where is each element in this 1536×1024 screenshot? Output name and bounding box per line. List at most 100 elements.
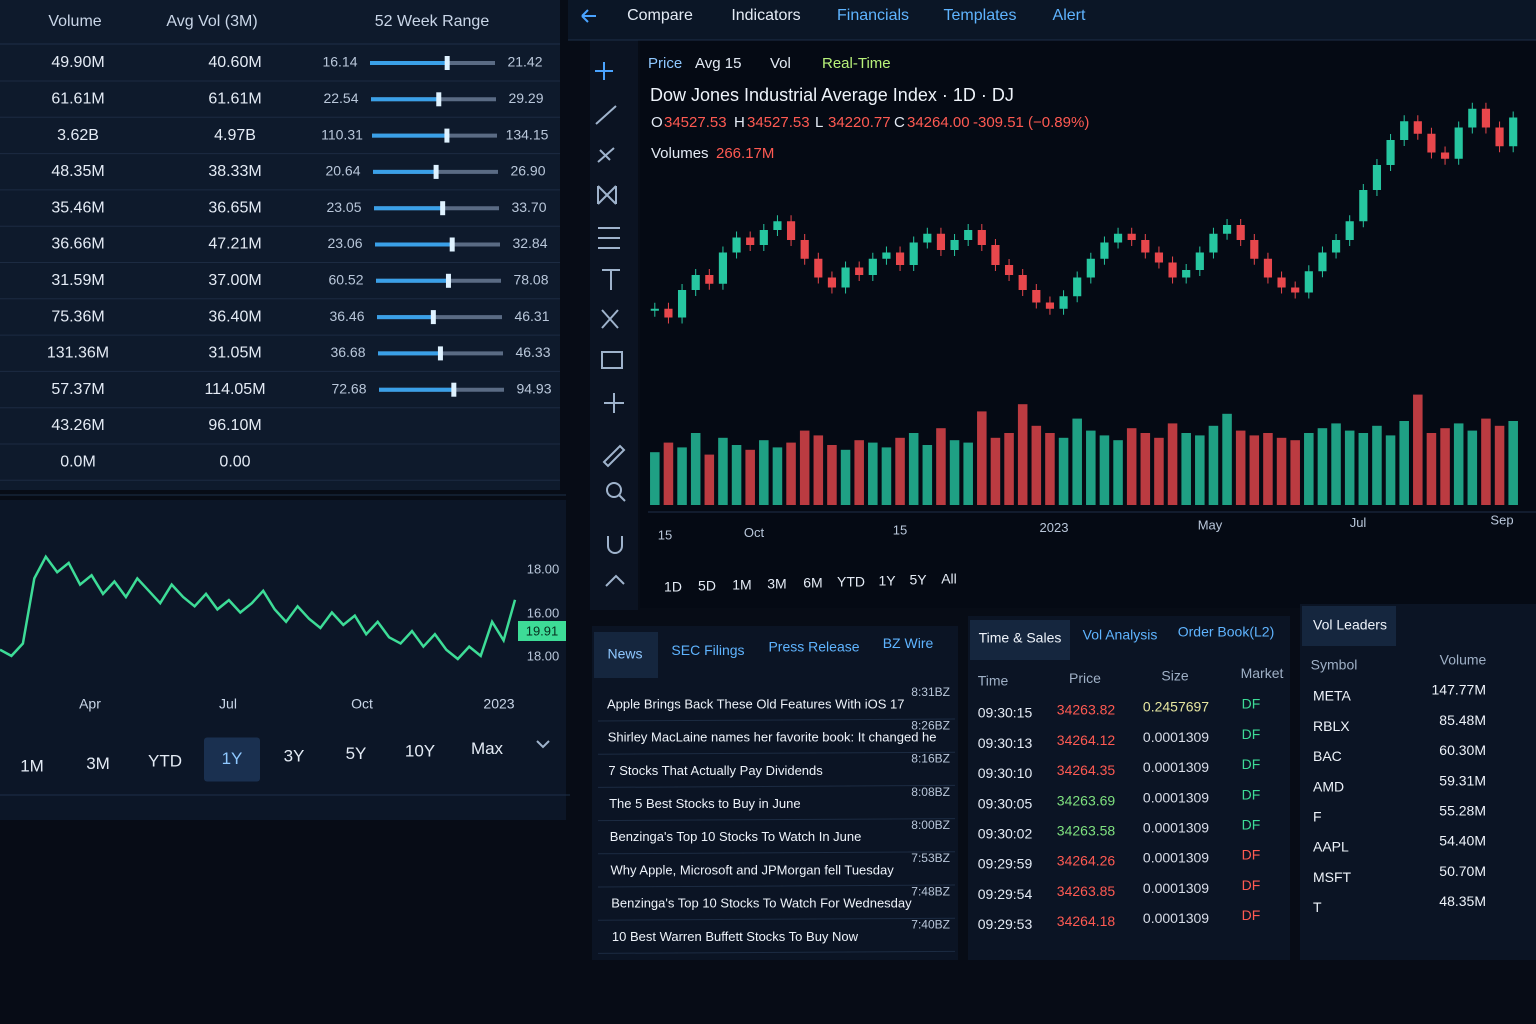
avg-volume-cell: 36.65M	[208, 199, 261, 216]
news-headline[interactable]: The 5 Best Stocks to Buy in June	[609, 796, 801, 811]
volume-bar	[1494, 425, 1505, 505]
news-time: 7:53BZ	[911, 851, 950, 865]
timeframe-button[interactable]: 1D	[664, 579, 682, 595]
range-button[interactable]: 3M	[86, 754, 110, 773]
candle	[1386, 140, 1395, 165]
news-headline[interactable]: Benzinga's Top 10 Stocks To Watch In Jun…	[610, 829, 862, 844]
volume-cell: 57.37M	[51, 381, 104, 398]
range-low: 60.52	[328, 272, 363, 288]
vl-volume: 85.48M	[1439, 712, 1486, 728]
candle	[841, 267, 850, 288]
range-button-active[interactable]	[204, 737, 260, 782]
news-headline[interactable]: 7 Stocks That Actually Pay Dividends	[608, 763, 823, 778]
ts-tab[interactable]: Vol Analysis	[1083, 627, 1158, 643]
vol-leaders-title[interactable]: Vol Leaders	[1313, 617, 1387, 633]
volume-bar	[1167, 423, 1178, 505]
news-tab[interactable]: BZ Wire	[883, 635, 934, 651]
range-dropdown[interactable]	[536, 740, 550, 749]
candle	[1468, 108, 1477, 128]
timeframe-button[interactable]: 6M	[803, 575, 822, 591]
avg-volume-cell: 61.61M	[208, 91, 261, 108]
news-headline[interactable]: Apple Brings Back These Old Features Wit…	[607, 696, 904, 711]
y-tick-label: 18.00	[527, 648, 560, 663]
dividers	[0, 39, 1536, 796]
ts-tab[interactable]: Order Book(L2)	[1178, 624, 1274, 640]
volume-bar	[1263, 433, 1273, 505]
news-headline[interactable]: 10 Best Warren Buffett Stocks To Buy Now	[612, 929, 859, 944]
legend-item: Avg 15	[695, 55, 741, 72]
ts-market: DF	[1242, 756, 1261, 772]
range-button[interactable]: 1Y	[222, 749, 243, 768]
candle	[677, 290, 687, 318]
ts-time: 09:30:13	[978, 735, 1033, 751]
ts-size: 0.0001309	[1143, 820, 1209, 836]
news-tab-active[interactable]	[594, 632, 658, 678]
volume-bar	[1399, 421, 1409, 505]
range-marker	[437, 346, 443, 361]
range-button[interactable]: 5Y	[346, 744, 367, 763]
candle	[1209, 233, 1218, 253]
timeframe-button[interactable]: 1M	[732, 577, 751, 593]
x-tick-label: 2023	[483, 696, 514, 712]
avg-volume-cell: 36.40M	[208, 308, 261, 325]
news-headline[interactable]: Benzinga's Top 10 Stocks To Watch For We…	[611, 896, 912, 911]
range-button[interactable]: 10Y	[405, 741, 435, 760]
vl-tab-active[interactable]	[1302, 606, 1396, 646]
toolbar-tab[interactable]: Templates	[944, 7, 1017, 24]
news-panel	[592, 626, 958, 960]
candle	[1100, 242, 1109, 259]
candle	[1086, 258, 1095, 278]
news-tab[interactable]: Press Release	[768, 639, 859, 655]
news-divider	[597, 818, 956, 822]
ts-tab[interactable]: Time & Sales	[979, 630, 1062, 646]
candle	[650, 308, 659, 311]
candle	[1495, 127, 1504, 147]
volume-bar	[1290, 440, 1300, 505]
toolbar-tab[interactable]: Compare	[627, 7, 693, 24]
range-button[interactable]: Max	[471, 739, 504, 758]
volume-bar	[908, 433, 919, 505]
toolbar-tab[interactable]: Financials	[837, 7, 909, 24]
volume-cell: 75.36M	[51, 308, 104, 325]
ts-header: Time	[978, 673, 1009, 689]
x-tick-label: Jul	[219, 696, 237, 712]
vl-symbol: RBLX	[1313, 718, 1350, 734]
tool-icons	[595, 62, 626, 587]
volume-bar	[922, 445, 933, 505]
candle	[786, 221, 796, 240]
news-tab[interactable]: News	[607, 646, 642, 662]
timeframe-button[interactable]: 5Y	[909, 572, 927, 588]
range-marker	[444, 128, 450, 143]
ts-tab-active[interactable]	[970, 620, 1070, 660]
news-headline[interactable]: Shirley MacLaine names her favorite book…	[608, 730, 937, 745]
back-arrow[interactable]	[581, 9, 596, 23]
range-low: 23.05	[326, 199, 361, 215]
candle	[1113, 233, 1123, 243]
timeframe-button[interactable]: 1Y	[878, 573, 896, 589]
range-button[interactable]: YTD	[148, 751, 182, 770]
ts-market: DF	[1242, 847, 1261, 863]
timeframe-button[interactable]: All	[941, 571, 957, 587]
ts-market: DF	[1242, 877, 1261, 893]
avg-volume-cell: 96.10M	[208, 417, 261, 434]
vl-volume: 48.35M	[1439, 893, 1486, 909]
timeframe-button[interactable]: YTD	[837, 574, 865, 590]
range-button[interactable]: 1M	[20, 756, 44, 775]
timeframe-button[interactable]: 3M	[767, 576, 786, 592]
price-line	[0, 554, 517, 661]
volume-bar	[799, 430, 810, 505]
news-headline[interactable]: Why Apple, Microsoft and JPMorgan fell T…	[611, 862, 895, 877]
volume-bar	[1045, 433, 1055, 505]
toolbar-tab[interactable]: Alert	[1053, 7, 1086, 24]
news-time: 7:48BZ	[911, 884, 950, 898]
range-button[interactable]: 3Y	[284, 746, 305, 765]
candle	[1059, 296, 1068, 309]
news-tab[interactable]: SEC Filings	[671, 642, 744, 658]
volume-bar	[1317, 428, 1328, 505]
candle	[1481, 108, 1491, 128]
timeframe-button[interactable]: 5D	[698, 578, 716, 594]
candle	[1032, 290, 1041, 303]
ohlc-value: 34264.00	[907, 114, 970, 131]
candle	[1413, 121, 1422, 134]
toolbar-tab[interactable]: Indicators	[731, 7, 800, 24]
